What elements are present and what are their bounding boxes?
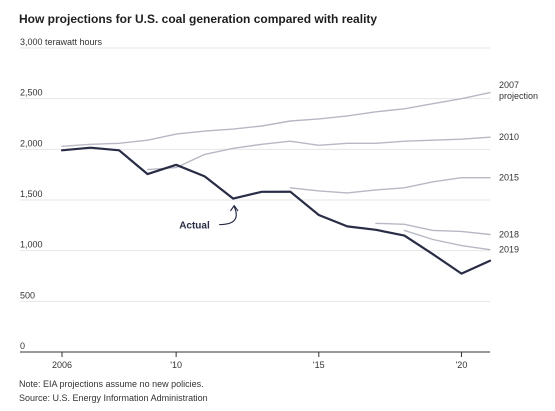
actual-arrow-head	[230, 204, 239, 212]
series-lines	[60, 91, 492, 275]
x-axis	[20, 351, 490, 357]
chart-title: How projections for U.S. coal generation…	[19, 12, 378, 26]
y-axis-tick-labels: 3,000 terawatt hours 2,500 2,000 1,500 1,000…	[20, 37, 103, 351]
actual-arrow-curve	[219, 206, 237, 226]
series-line-actual	[60, 146, 492, 275]
series-line-2018	[375, 222, 491, 236]
grid-lines	[20, 47, 490, 302]
y-tick-label: 2,500	[20, 88, 43, 98]
series-label-2007-projection: 2007 projection	[499, 80, 538, 101]
chart-note: Note: EIA projections assume no new poli…	[19, 379, 204, 389]
series-label-2010: 2010	[499, 132, 519, 142]
series-label-2015: 2015	[499, 173, 519, 183]
y-tick-label: 3,000 terawatt hours	[20, 37, 103, 47]
actual-annotation: Actual	[179, 204, 239, 232]
x-tick-label: 2006	[52, 360, 72, 370]
series-line-2019	[403, 229, 491, 251]
series-label-2019: 2019	[499, 245, 519, 255]
x-axis-tick-labels: 2006 '10 '15 '20	[52, 360, 467, 370]
actual-label: Actual	[179, 221, 210, 232]
x-tick-label: '10	[170, 360, 182, 370]
y-tick-label: 1,500	[20, 189, 43, 199]
x-tick-label: '20	[456, 360, 468, 370]
y-tick-label: 2,000	[20, 138, 43, 148]
series-line-2007-projection	[61, 91, 491, 148]
series-line-2010	[146, 136, 491, 171]
y-tick-label: 0	[20, 341, 25, 351]
series-line-2015	[289, 176, 491, 194]
series-labels: 2007 projection 2010 2015 2018 2019	[499, 80, 538, 255]
series-label-2018: 2018	[499, 229, 519, 239]
chart-source: Source: U.S. Energy Information Administ…	[19, 393, 208, 403]
y-tick-label: 1,000	[20, 240, 43, 250]
y-tick-label: 500	[20, 290, 35, 300]
x-tick-label: '15	[313, 360, 325, 370]
